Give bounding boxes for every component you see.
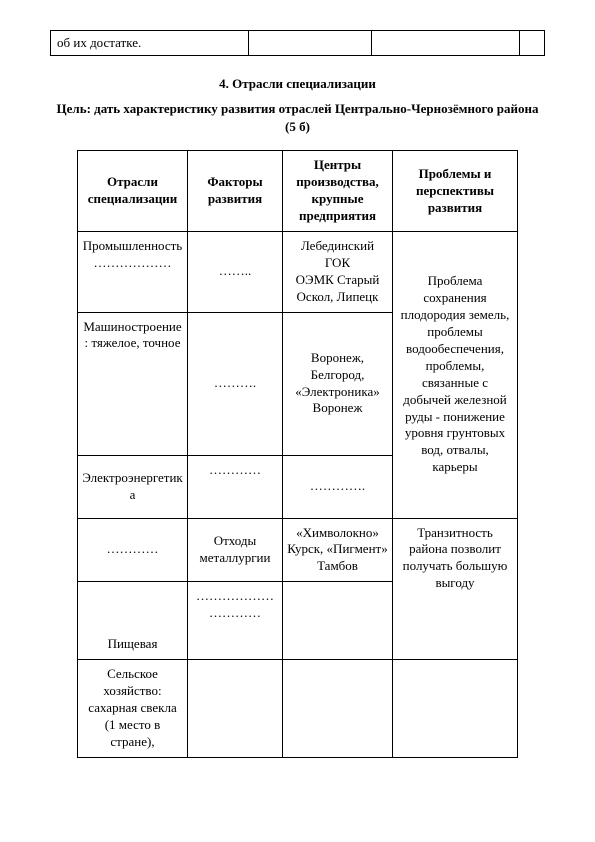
fragment-row: об их достатке. [51, 31, 545, 56]
cell-factors-3: ………… [188, 455, 283, 518]
cell-factors-1: …….. [188, 231, 283, 312]
goal-text: Цель: дать характеристику развития отрас… [50, 100, 545, 136]
cell-industry-6: Сельское хозяйство: сахарная свекла (1 м… [78, 660, 188, 757]
main-table: Отрасли специализации Факторы развития Ц… [77, 150, 518, 757]
fragment-cell-1: об их достатке. [51, 31, 249, 56]
cell-problems-6 [393, 660, 518, 757]
cell-centers-2: Воронеж, Белгород, «Электроника» Воронеж [283, 312, 393, 455]
cell-factors-4: Отходы металлургии [188, 518, 283, 582]
cell-factors-2: ………. [188, 312, 283, 455]
cell-industry-3: Электроэнергетика [78, 455, 188, 518]
fragment-cell-2 [248, 31, 372, 56]
cell-centers-5 [283, 582, 393, 660]
fragment-cell-4 [520, 31, 545, 56]
cell-industry-4: ………… [78, 518, 188, 582]
header-3: Центры производства, крупные предприятия [283, 151, 393, 232]
header-row: Отрасли специализации Факторы развития Ц… [78, 151, 518, 232]
cell-industry-5: Пищевая [78, 582, 188, 660]
table-row: Сельское хозяйство: сахарная свекла (1 м… [78, 660, 518, 757]
document-page: об их достатке. 4. Отрасли специализации… [0, 0, 595, 788]
table-row: ………… Отходы металлургии «Химволокно» Кур… [78, 518, 518, 582]
cell-centers-4: «Химволокно» Курск, «Пигмент» Тамбов [283, 518, 393, 582]
cell-factors-5: ………………………… [188, 582, 283, 660]
cell-problems-merged-1: Проблема сохранения плодородия земель, п… [393, 231, 518, 518]
cell-industry-1: Промышленность ……………… [78, 231, 188, 312]
cell-factors-6 [188, 660, 283, 757]
table-row: Промышленность ……………… …….. Лебединский Г… [78, 231, 518, 312]
cell-centers-1: Лебединский ГОКОЭМК Старый Оскол, Липецк [283, 231, 393, 312]
fragment-table: об их достатке. [50, 30, 545, 56]
fragment-cell-3 [372, 31, 520, 56]
cell-industry-2: Машиностроение: тяжелое, точное [78, 312, 188, 455]
cell-problems-merged-2: Транзитность района позволит получать бо… [393, 518, 518, 660]
header-2: Факторы развития [188, 151, 283, 232]
section-heading: 4. Отрасли специализации [50, 76, 545, 92]
cell-centers-6 [283, 660, 393, 757]
cell-centers-3: …………. [283, 455, 393, 518]
header-1: Отрасли специализации [78, 151, 188, 232]
header-4: Проблемы и перспективы развития [393, 151, 518, 232]
